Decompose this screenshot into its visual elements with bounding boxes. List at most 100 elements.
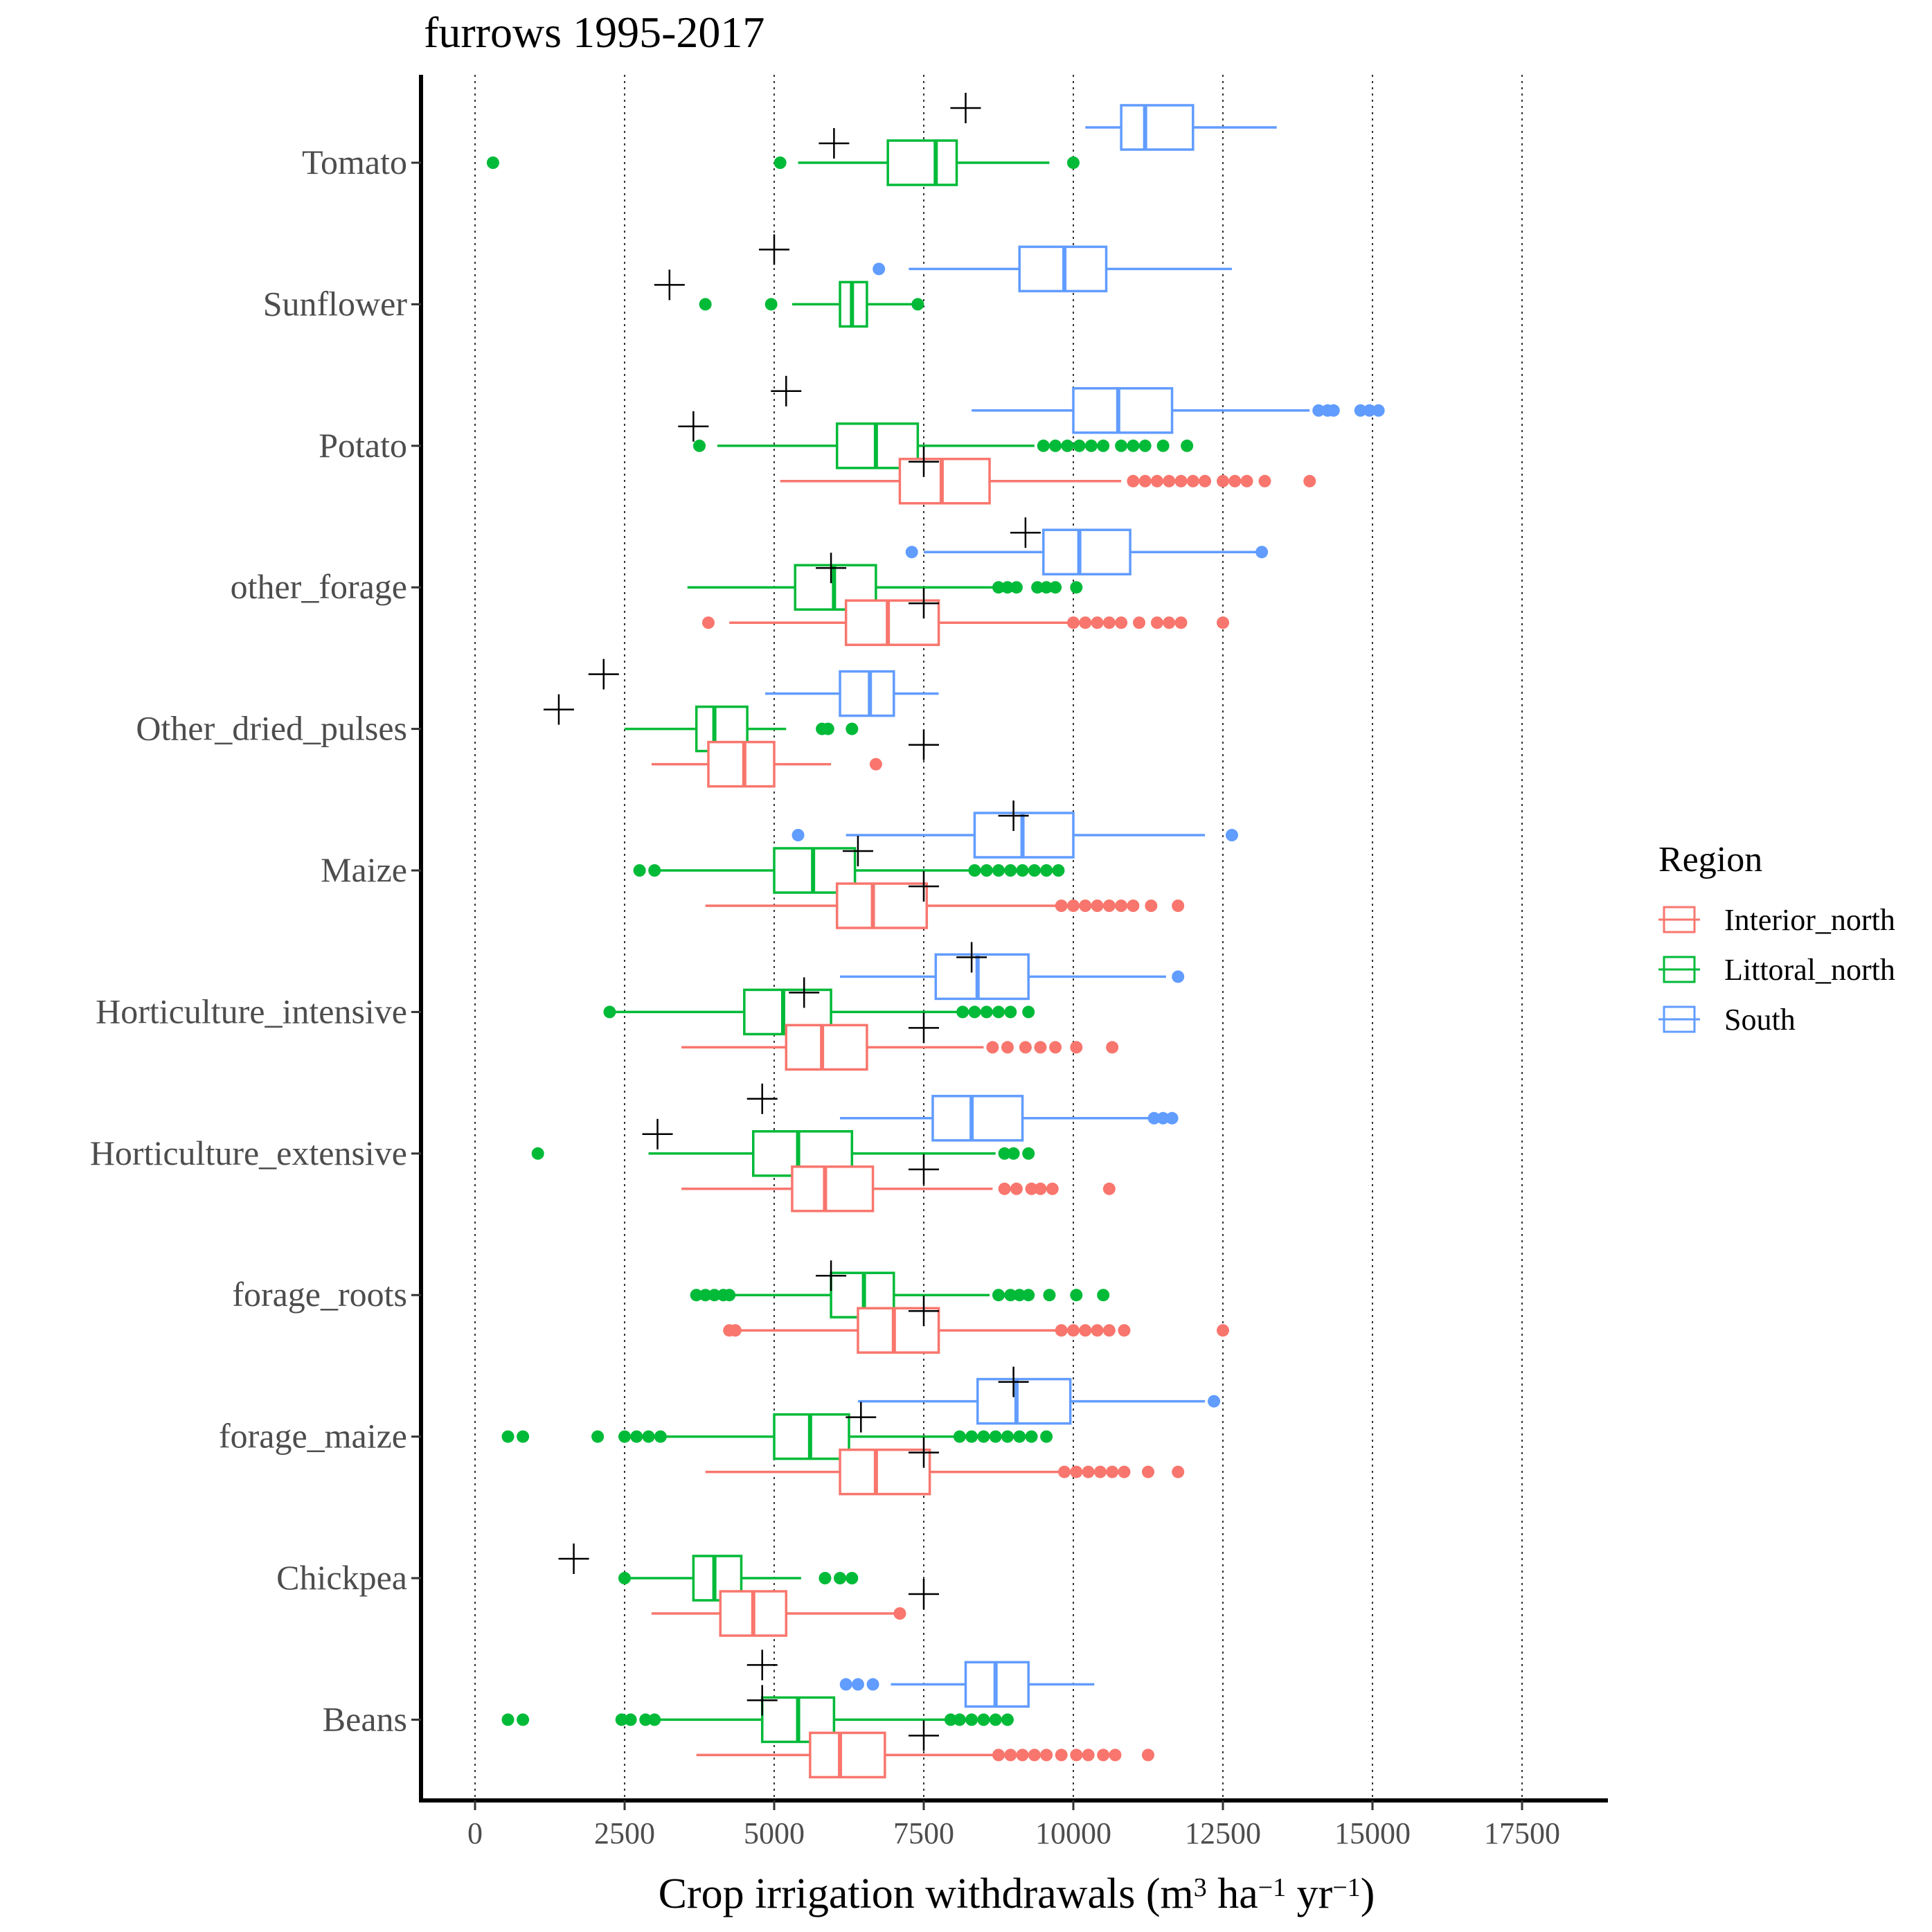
outlier-point xyxy=(1109,1748,1122,1762)
outlier-point xyxy=(1093,1465,1107,1478)
outlier-point xyxy=(1127,439,1140,452)
box-iqr xyxy=(1072,387,1174,434)
outlier-point xyxy=(501,1430,515,1443)
outlier-point xyxy=(1145,900,1158,912)
outlier-point xyxy=(618,1430,631,1443)
outlier-point xyxy=(977,1713,990,1726)
outlier-point xyxy=(1070,581,1083,594)
legend-label: Interior_north xyxy=(1724,903,1895,937)
box-Tomato-south xyxy=(950,93,1277,151)
outlier-point xyxy=(944,1713,957,1726)
box-forage_roots-interior xyxy=(723,1296,1229,1354)
outlier-point xyxy=(1156,1111,1170,1125)
outlier-point xyxy=(1004,1005,1017,1019)
outlier-point xyxy=(869,758,882,771)
outlier-point xyxy=(992,1748,1005,1762)
outlier-point xyxy=(986,1041,999,1054)
outlier-point xyxy=(531,1147,544,1160)
box-plots xyxy=(486,93,1385,1779)
outlier-point xyxy=(1010,1182,1023,1195)
outlier-point xyxy=(956,1005,969,1019)
y-tick-label: other_forage xyxy=(231,567,407,606)
outlier-point xyxy=(654,1430,667,1443)
x-axis-title-sup: 3 xyxy=(1194,1873,1207,1902)
outlier-point xyxy=(1058,1465,1071,1478)
outlier-point xyxy=(977,1430,990,1443)
box-forage_maize-interior xyxy=(705,1437,1185,1496)
box-Tomato-littoral xyxy=(486,128,1080,186)
outlier-point xyxy=(1327,404,1340,417)
box-forage_maize-littoral xyxy=(501,1402,1053,1460)
outlier-point xyxy=(851,1678,864,1691)
outlier-point xyxy=(1055,1748,1068,1762)
x-axis-title-close: ) xyxy=(1361,1870,1375,1917)
outlier-point xyxy=(1067,900,1080,912)
box-other_forage-littoral xyxy=(687,553,1083,611)
outlier-point xyxy=(1070,1041,1083,1054)
outlier-point xyxy=(1172,900,1185,912)
box-Other_dried_pulses-south xyxy=(588,659,939,717)
outlier-point xyxy=(1004,1289,1017,1302)
box-Potato-interior xyxy=(780,446,1316,505)
y-tick-label: forage_maize xyxy=(219,1417,407,1456)
x-tick-label: 7500 xyxy=(893,1816,954,1850)
outlier-point xyxy=(1106,1465,1119,1478)
outlier-point xyxy=(846,1572,859,1584)
outlier-point xyxy=(1181,439,1194,452)
box-iqr xyxy=(886,139,958,186)
outlier-point xyxy=(1028,1748,1041,1762)
box-iqr xyxy=(809,1731,886,1779)
box-iqr xyxy=(707,740,776,788)
outlier-point xyxy=(1067,616,1080,629)
outlier-point xyxy=(517,1713,530,1726)
outlier-point xyxy=(821,722,834,735)
outlier-point xyxy=(1022,1289,1035,1302)
outlier-point xyxy=(1022,1005,1035,1019)
outlier-point xyxy=(1049,439,1062,452)
y-tick-label: Maize xyxy=(321,850,407,889)
outlier-point xyxy=(1118,1465,1131,1478)
box-iqr xyxy=(791,1165,875,1213)
box-iqr xyxy=(785,1023,868,1071)
outlier-point xyxy=(992,1005,1005,1019)
box-Potato-south xyxy=(771,375,1385,434)
outlier-point xyxy=(591,1430,605,1443)
box-iqr xyxy=(934,953,1030,1001)
x-axis-title-sup: −1 xyxy=(1258,1873,1286,1902)
outlier-point xyxy=(1004,1748,1017,1762)
outlier-point xyxy=(699,298,712,311)
outlier-point xyxy=(980,864,993,877)
outlier-point xyxy=(723,1289,736,1302)
box-iqr xyxy=(844,599,940,646)
y-tick-label: Beans xyxy=(323,1699,407,1738)
outlier-point xyxy=(690,1289,703,1302)
x-tick-label: 10000 xyxy=(1035,1816,1111,1850)
outlier-point xyxy=(1001,1430,1014,1443)
box-Potato-littoral xyxy=(678,411,1194,469)
outlier-point xyxy=(1127,474,1140,488)
gridlines xyxy=(474,75,1523,1800)
outlier-point xyxy=(1097,1748,1110,1762)
outlier-point xyxy=(1150,474,1163,488)
outlier-point xyxy=(1174,474,1188,488)
outlier-point xyxy=(1186,474,1199,488)
outlier-point xyxy=(998,1147,1011,1160)
outlier-point xyxy=(791,829,805,841)
outlier-point xyxy=(648,864,661,877)
outlier-point xyxy=(873,262,886,276)
outlier-point xyxy=(624,1713,637,1726)
outlier-point xyxy=(1022,1147,1035,1160)
outlier-point xyxy=(1199,474,1212,488)
outlier-point xyxy=(1010,581,1023,594)
outlier-point xyxy=(1052,864,1065,877)
outlier-point xyxy=(1115,616,1128,629)
outlier-point xyxy=(1312,404,1325,417)
box-iqr xyxy=(835,882,929,929)
box-Horticulture_extensive-south xyxy=(746,1083,1179,1142)
legend-title: Region xyxy=(1658,840,1762,879)
outlier-point xyxy=(1040,864,1053,877)
legend-entry-interior: Interior_north xyxy=(1658,903,1895,937)
outlier-point xyxy=(1225,829,1238,841)
outlier-point xyxy=(1016,864,1029,877)
outlier-point xyxy=(1102,616,1116,629)
